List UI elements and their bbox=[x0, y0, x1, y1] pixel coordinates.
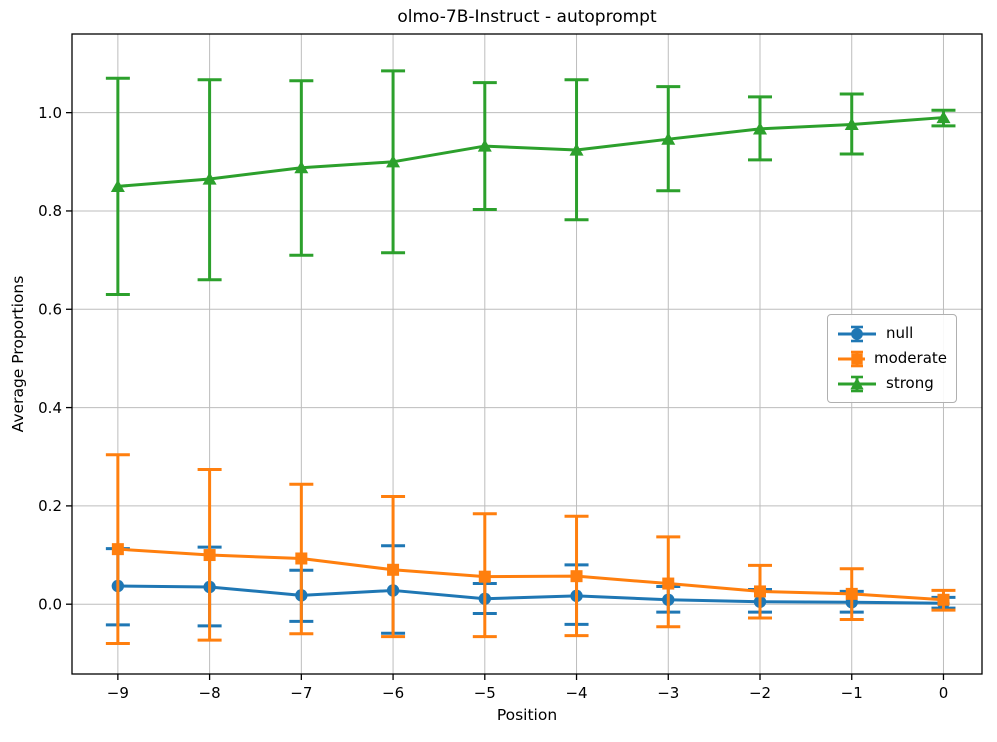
data-point-square bbox=[387, 563, 400, 576]
series-strong bbox=[105, 69, 956, 297]
chart-title: olmo-7B-Instruct - autoprompt bbox=[397, 7, 657, 27]
data-point-circle bbox=[851, 327, 863, 340]
y-tick-label: 0.8 bbox=[38, 202, 62, 220]
y-tick-label: 0.2 bbox=[38, 497, 62, 515]
y-tick-label: 0.0 bbox=[38, 595, 62, 613]
data-point-square bbox=[570, 570, 583, 583]
data-point-triangle bbox=[110, 179, 125, 192]
legend-errorbar-glyph-triangle bbox=[838, 375, 876, 392]
data-point-square bbox=[478, 570, 491, 583]
data-point-triangle bbox=[753, 122, 768, 135]
tick-labels: −9 −8 −7 −6 −5 −4 −3 −2 −1 0 0.0 0.2 0.4 0.6 0.8 1.0 bbox=[38, 104, 948, 702]
series-line-strong bbox=[117, 116, 944, 188]
x-tick-label: −6 bbox=[382, 684, 404, 702]
legend-label-moderate: moderate bbox=[873, 349, 947, 367]
legend-errorbar-glyph-circle bbox=[838, 325, 876, 342]
legend-item-strong: strong bbox=[837, 372, 947, 395]
x-tick-label: 0 bbox=[939, 684, 949, 702]
series-line-null bbox=[117, 584, 944, 605]
series-line-moderate bbox=[117, 547, 944, 602]
data-point-square bbox=[851, 352, 863, 365]
legend-item-moderate: moderate bbox=[837, 347, 947, 370]
data-point-triangle bbox=[202, 172, 217, 185]
legend: null moderate strong bbox=[827, 314, 957, 403]
x-tick-label: −8 bbox=[199, 684, 221, 702]
data-point-square bbox=[754, 585, 767, 598]
y-tick-label: 0.6 bbox=[38, 300, 62, 318]
axes-spines bbox=[71, 33, 983, 675]
data-point-square bbox=[937, 593, 950, 606]
data-point-square bbox=[662, 577, 675, 590]
x-tick-label: −3 bbox=[657, 684, 679, 702]
series-moderate bbox=[105, 453, 956, 646]
y-tick-label: 0.4 bbox=[38, 399, 62, 417]
data-point-square bbox=[295, 552, 308, 565]
data-point-triangle bbox=[386, 155, 401, 168]
x-tick-label: −2 bbox=[749, 684, 771, 702]
x-tick-label: −1 bbox=[841, 684, 863, 702]
data-point-square bbox=[845, 587, 858, 600]
x-tick-label: −5 bbox=[474, 684, 496, 702]
legend-label-null: null bbox=[886, 324, 914, 342]
data-point-triangle bbox=[844, 117, 859, 131]
series-null bbox=[105, 544, 956, 635]
data-point-triangle bbox=[294, 160, 309, 174]
x-tick-label: −9 bbox=[107, 684, 129, 702]
data-point-triangle bbox=[661, 132, 676, 145]
data-point-square bbox=[111, 543, 124, 556]
data-point-triangle bbox=[850, 377, 864, 389]
y-axis-label: Average Proportions bbox=[9, 275, 27, 433]
data-point-triangle bbox=[477, 139, 492, 152]
y-tick-label: 1.0 bbox=[38, 104, 62, 122]
x-tick-label: −7 bbox=[290, 684, 312, 702]
data-point-square bbox=[203, 549, 216, 562]
x-axis-label: Position bbox=[496, 706, 558, 724]
x-tick-label: −4 bbox=[565, 684, 587, 702]
data-point-triangle bbox=[936, 110, 951, 124]
legend-label-strong: strong bbox=[886, 374, 934, 392]
legend-item-null: null bbox=[837, 322, 947, 345]
legend-errorbar-glyph-square bbox=[838, 350, 865, 367]
data-point-triangle bbox=[569, 143, 584, 156]
